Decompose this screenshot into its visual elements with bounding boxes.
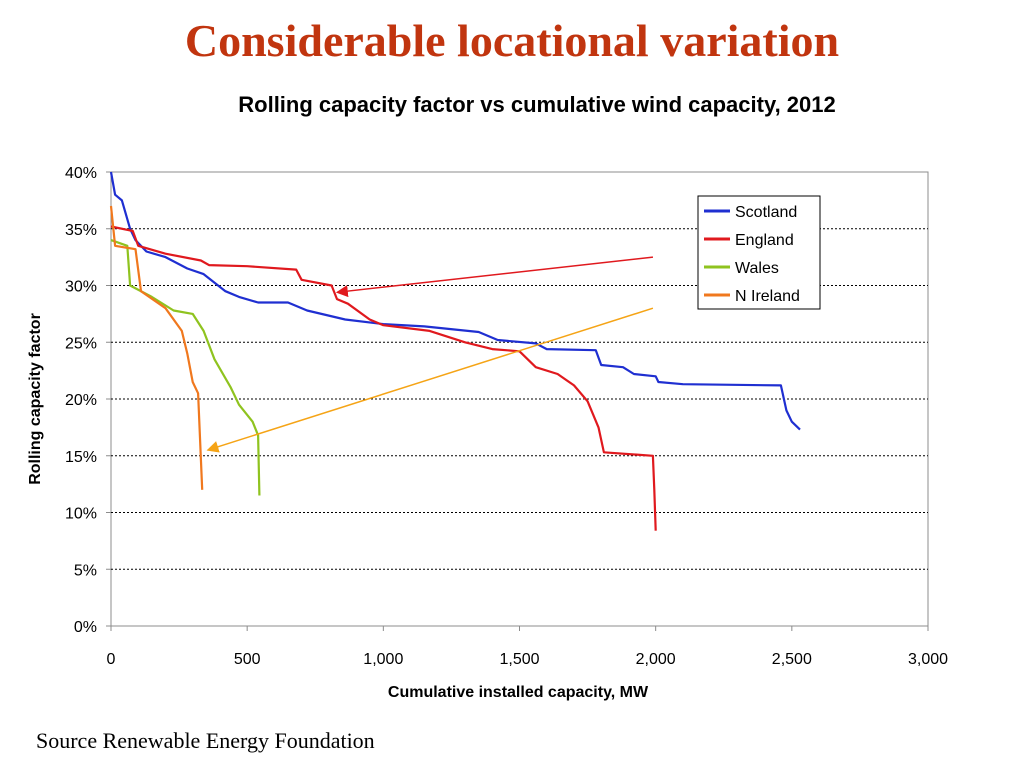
annotations bbox=[206, 256, 654, 453]
x-tick-label: 1,000 bbox=[363, 651, 403, 668]
y-axis-label: Rolling capacity factor bbox=[27, 313, 44, 485]
x-tick-label: 1,500 bbox=[499, 651, 539, 668]
x-tick-label: 3,000 bbox=[908, 651, 948, 668]
y-tick-label: 30% bbox=[65, 279, 97, 296]
slide-title: Considerable locational variation bbox=[184, 15, 840, 66]
legend: Scotland England Wales N Ireland bbox=[697, 195, 821, 310]
legend-label: England bbox=[735, 232, 794, 249]
chart-title: Rolling capacity factor vs cumulative wi… bbox=[238, 92, 836, 117]
y-tick-label: 5% bbox=[74, 562, 97, 579]
y-tick-label: 40% bbox=[65, 165, 97, 182]
x-tick-label: 0 bbox=[107, 651, 116, 668]
x-axis-ticks: 0 500 1,000 1,500 2,000 2,500 3,000 bbox=[107, 626, 948, 668]
x-tick-label: 2,500 bbox=[772, 651, 812, 668]
y-tick-label: 35% bbox=[65, 222, 97, 239]
x-tick-label: 2,000 bbox=[636, 651, 676, 668]
y-tick-label: 20% bbox=[65, 392, 97, 409]
annotation-arrow bbox=[206, 307, 654, 453]
series-line-england bbox=[110, 225, 657, 531]
series-line-wales bbox=[110, 239, 261, 496]
y-tick-label: 0% bbox=[74, 619, 97, 636]
legend-label: Wales bbox=[735, 260, 779, 277]
legend-label: N Ireland bbox=[735, 288, 800, 305]
y-tick-label: 25% bbox=[65, 335, 97, 352]
y-axis-ticks: 0% 5% 10% 15% 20% 25% 30% 35% 40% bbox=[65, 165, 111, 636]
series-line-scotland bbox=[109, 171, 801, 431]
x-tick-label: 500 bbox=[234, 651, 261, 668]
legend-label: Scotland bbox=[735, 204, 797, 221]
series bbox=[109, 171, 801, 531]
source-note: Source Renewable Energy Foundation bbox=[36, 728, 375, 753]
annotation-arrow bbox=[335, 256, 654, 298]
legend-box bbox=[697, 195, 821, 310]
y-tick-label: 10% bbox=[65, 506, 97, 523]
series-line-n-ireland bbox=[109, 205, 204, 490]
x-axis-label: Cumulative installed capacity, MW bbox=[388, 684, 649, 701]
y-tick-label: 15% bbox=[65, 449, 97, 466]
